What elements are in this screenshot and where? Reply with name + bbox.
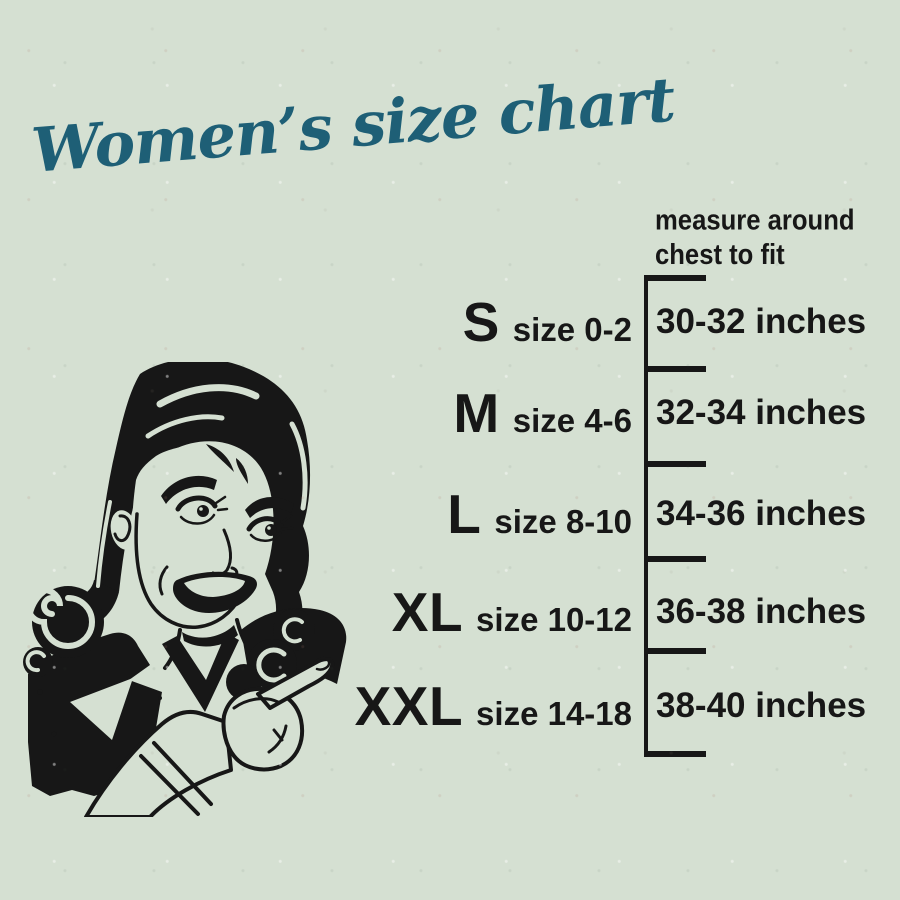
size-range: 34-36 inches — [656, 494, 867, 533]
blouse-v — [162, 633, 239, 712]
pointing-hand — [221, 686, 304, 772]
chart-header-line1: measure around — [655, 204, 855, 237]
chart-header-line2: chest to fit — [655, 238, 785, 271]
ruler-line — [644, 275, 648, 757]
ruler-tick — [644, 648, 706, 654]
size-range: 32-34 inches — [656, 393, 867, 432]
ruler-tick — [644, 275, 706, 281]
ruler-tick — [644, 556, 706, 562]
eyebrow-left — [161, 475, 217, 504]
chart-header: measure around chest to fit — [655, 204, 855, 272]
size-label: size 10-12 — [476, 601, 632, 638]
page-title: Women’s size chart — [29, 64, 678, 187]
eyebrow-right — [245, 497, 294, 518]
size-code: XXL — [354, 675, 464, 737]
eyes — [175, 495, 294, 542]
teeth — [184, 577, 245, 597]
size-code: S — [462, 291, 500, 353]
size-range: 36-38 inches — [656, 592, 867, 631]
size-code: XL — [391, 581, 464, 643]
size-range: 30-32 inches — [656, 302, 867, 341]
retro-woman-illustration — [23, 362, 347, 817]
size-label: size 0-2 — [512, 311, 632, 348]
ruler-tick — [644, 751, 706, 757]
sleeve — [84, 709, 233, 817]
ruler-tick — [644, 366, 706, 372]
ruler-tick — [644, 461, 706, 467]
size-range: 38-40 inches — [656, 686, 867, 725]
size-label: size 14-18 — [476, 695, 632, 732]
size-code: M — [453, 382, 500, 444]
size-code: L — [447, 483, 482, 545]
size-label: size 8-10 — [494, 503, 632, 540]
size-label: size 4-6 — [512, 402, 632, 439]
pointing-finger — [256, 657, 335, 710]
